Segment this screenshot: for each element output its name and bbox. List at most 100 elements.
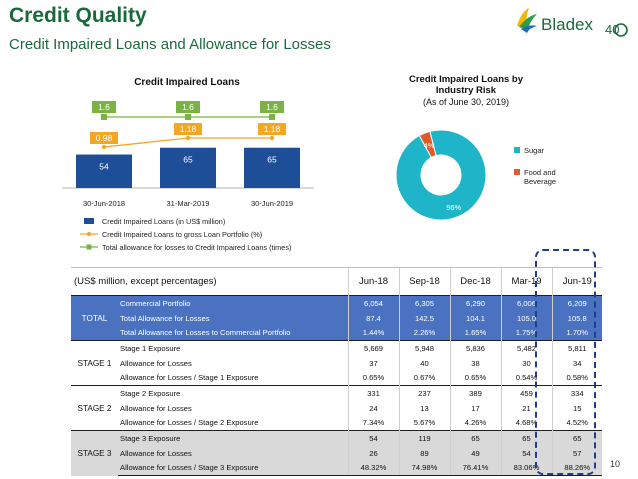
column-header: Dec-18 [449,267,502,296]
times-label-box [176,101,200,113]
table-cell: 1.75% [500,325,553,341]
table-header-row: (US$ million, except percentages) Jun-18 S… [71,267,603,296]
table-cell: 65 [551,430,603,446]
table-row: Allowance for Losses 37 40 38 30 34 [71,355,603,371]
table-cell: 65 [449,430,502,446]
table-cell: 5.67% [398,415,451,431]
row-label: Total Allowance for Losses to Commercial… [118,325,349,341]
column-header: Jun-19 [551,267,603,296]
ratio-point [269,135,275,141]
times-value-label: 1.6 [182,102,194,112]
table-cell: 5,811 [551,340,603,356]
table-row: STAGE 2 Stage 2 Exposure 331 237 389 459 334 [71,385,603,431]
bladex-logo: Bladex 40 [517,8,628,37]
table-row: Allowance for Losses 26 89 49 54 57 [71,445,603,461]
table-cell: 48.32% [347,460,400,476]
bar-credit-impaired-0 [76,154,132,188]
table-cell: 104.1 [449,310,502,326]
row-label: Total Allowance for Losses [118,310,349,326]
table-cell: 334 [551,385,603,401]
table-cell: 54 [347,430,400,446]
table-cell: 142.5 [398,310,451,326]
table-cell: 4.68% [500,415,553,431]
table-cell: 54 [500,445,553,461]
table-cell: 37 [347,355,400,371]
table-cell: 2.26% [398,325,451,341]
pie-slice-label: 96% [446,203,461,212]
table-cell: 49 [449,445,502,461]
ratio-point [101,144,107,150]
row-label: Allowance for Losses [120,403,192,413]
table-cell: 5,669 [347,340,400,356]
chart-title: Credit Impaired Loans [134,77,240,88]
row-label: Stage 2 Exposure [118,385,349,401]
table-row: Total Allowance for Losses 87.4 142.5 104.1… [71,310,603,326]
industry-risk-chart: Credit Impaired Loans by Industry Risk (… [395,74,556,221]
ratio-label-box [258,123,286,135]
times-point [185,114,191,120]
column-header: Mar-19 [500,267,553,296]
bar-value-label: 54 [99,162,109,172]
table-cell: 89 [398,445,451,461]
table-cell: 1.70% [551,325,603,341]
pie-slice-label: 4% [424,141,435,150]
table-row: STAGE 3 Stage 3 Exposure 54 119 65 65 65 [71,430,603,476]
table-cell: 17 [449,400,502,416]
table-row: Total Allowance for Losses to Commercial… [71,325,603,341]
x-tick-label: 30-Jun-2019 [251,199,293,208]
table-cell: 0.65% [347,370,400,386]
group-label: STAGE 2 [71,385,118,431]
credit-impaired-loans-chart: Credit Impaired Loans 54 65 65 0.98 1.18 1.1… [62,77,314,252]
times-label-box [260,101,284,113]
group-label: TOTAL [71,295,118,341]
table-cell: 6,290 [449,295,502,311]
legend-marker-ratio [87,232,91,236]
page-subtitle: Credit Impaired Loans and Allowance for … [9,36,331,53]
bird-icon [517,8,537,33]
row-label: Allowance for Losses / Stage 1 Exposure [120,373,259,383]
table-cell: 7.34% [347,415,400,431]
table-cell: 21 [500,400,553,416]
pie-slice-sugar [395,129,487,221]
table-cell: 74.98% [398,460,451,476]
times-value-label: 1.6 [98,102,110,112]
table-cell: 87.4 [347,310,400,326]
pie-slice-food-and-beverage [418,130,437,159]
table-cell: 1.65% [449,325,502,341]
bar-value-label: 65 [183,155,193,165]
table-cell: 76.41% [449,460,502,476]
table-cell: 88.26% [551,460,603,476]
table-cell: 459 [500,385,553,401]
table-cell: 6,054 [347,295,400,311]
table-row: STAGE 1 Stage 1 Exposure 5,669 5,948 5,836 5,… [71,340,603,386]
table-cell: 13 [398,400,451,416]
table-row: TOTAL Commercial Portfolio 6,054 6,305 6,290… [71,295,603,341]
times-point [269,114,275,120]
ratio-value-label: 1.18 [264,124,281,134]
times-point [101,114,107,120]
table-cell: 5,482 [500,340,553,356]
pie-legend-entry: Food and [524,168,556,177]
table-cell: 105.0 [500,310,553,326]
table-header-label: (US$ million, except percentages) [71,267,349,296]
bar-credit-impaired-1 [160,147,216,188]
row-label: Stage 3 Exposure [118,430,349,446]
ratio-point [185,135,191,141]
pie-legend-entry: Sugar [524,146,545,155]
table-cell: 40 [398,355,451,371]
table-cell: 0.65% [449,370,502,386]
row-label: Commercial Portfolio [118,295,349,311]
ratio-label-box [90,132,118,144]
table-row: Allowance for Losses / Stage 3 Exposure 4… [71,460,603,476]
table-cell: 5,948 [398,340,451,356]
table-cell: 105.8 [551,310,603,326]
legend-entry: Total allowance for losses to Credit Imp… [102,243,291,252]
times-value-label: 1.6 [266,102,278,112]
row-label: Allowance for Losses / Stage 3 Exposure [118,460,349,476]
ratio-label-box [174,123,202,135]
pie-legend-swatch-sugar [514,147,520,153]
x-tick-label: 30-Jun-2018 [83,199,125,208]
row-label: Stage 1 Exposure [118,340,349,356]
table-cell: 6,305 [398,295,451,311]
logo-badge-ring [614,23,628,37]
